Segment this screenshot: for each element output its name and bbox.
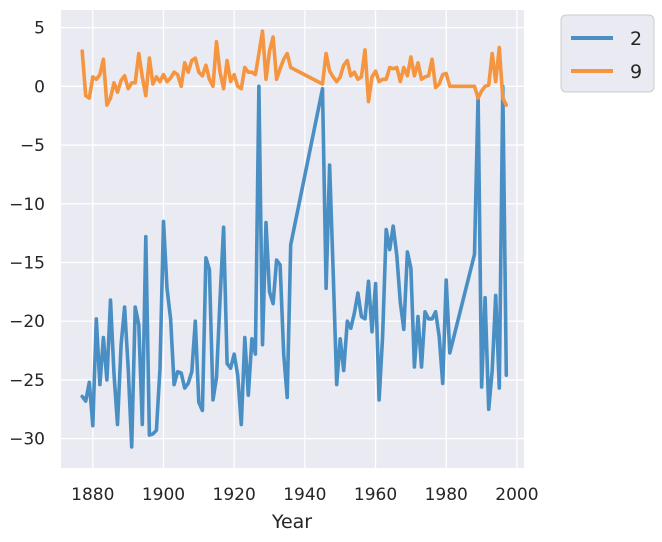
- y-axis-ticks: 5 0 −5 −10 −15 −20 −25 −30: [9, 19, 45, 450]
- y-tick-label: −5: [20, 136, 45, 156]
- y-tick-label: −30: [9, 430, 45, 450]
- x-tick-label: 1880: [71, 485, 114, 505]
- y-tick-label: −25: [9, 371, 45, 391]
- x-tick-label: 1900: [142, 485, 185, 505]
- y-tick-label: −20: [9, 312, 45, 332]
- legend: 29: [560, 14, 655, 93]
- grid-lines: [61, 10, 524, 468]
- y-tick-label: 0: [34, 77, 45, 97]
- y-tick-label: −10: [9, 195, 45, 215]
- x-tick-label: 1980: [425, 485, 468, 505]
- series-lines: [80, 29, 509, 449]
- x-axis-ticks: 1880 1900 1920 1940 1960 1980 2000: [71, 485, 538, 505]
- legend-label-9: 9: [630, 61, 642, 83]
- y-tick-label: 5: [34, 19, 45, 39]
- x-axis-title: Year: [271, 511, 312, 533]
- series-line-9: [80, 29, 509, 107]
- x-tick-label: 1920: [213, 485, 256, 505]
- x-tick-label: 1940: [283, 485, 326, 505]
- legend-label-2: 2: [630, 28, 642, 50]
- series-line-2: [80, 84, 509, 449]
- x-tick-label: 1960: [354, 485, 397, 505]
- x-tick-label: 2000: [495, 485, 538, 505]
- y-tick-label: −15: [9, 253, 45, 273]
